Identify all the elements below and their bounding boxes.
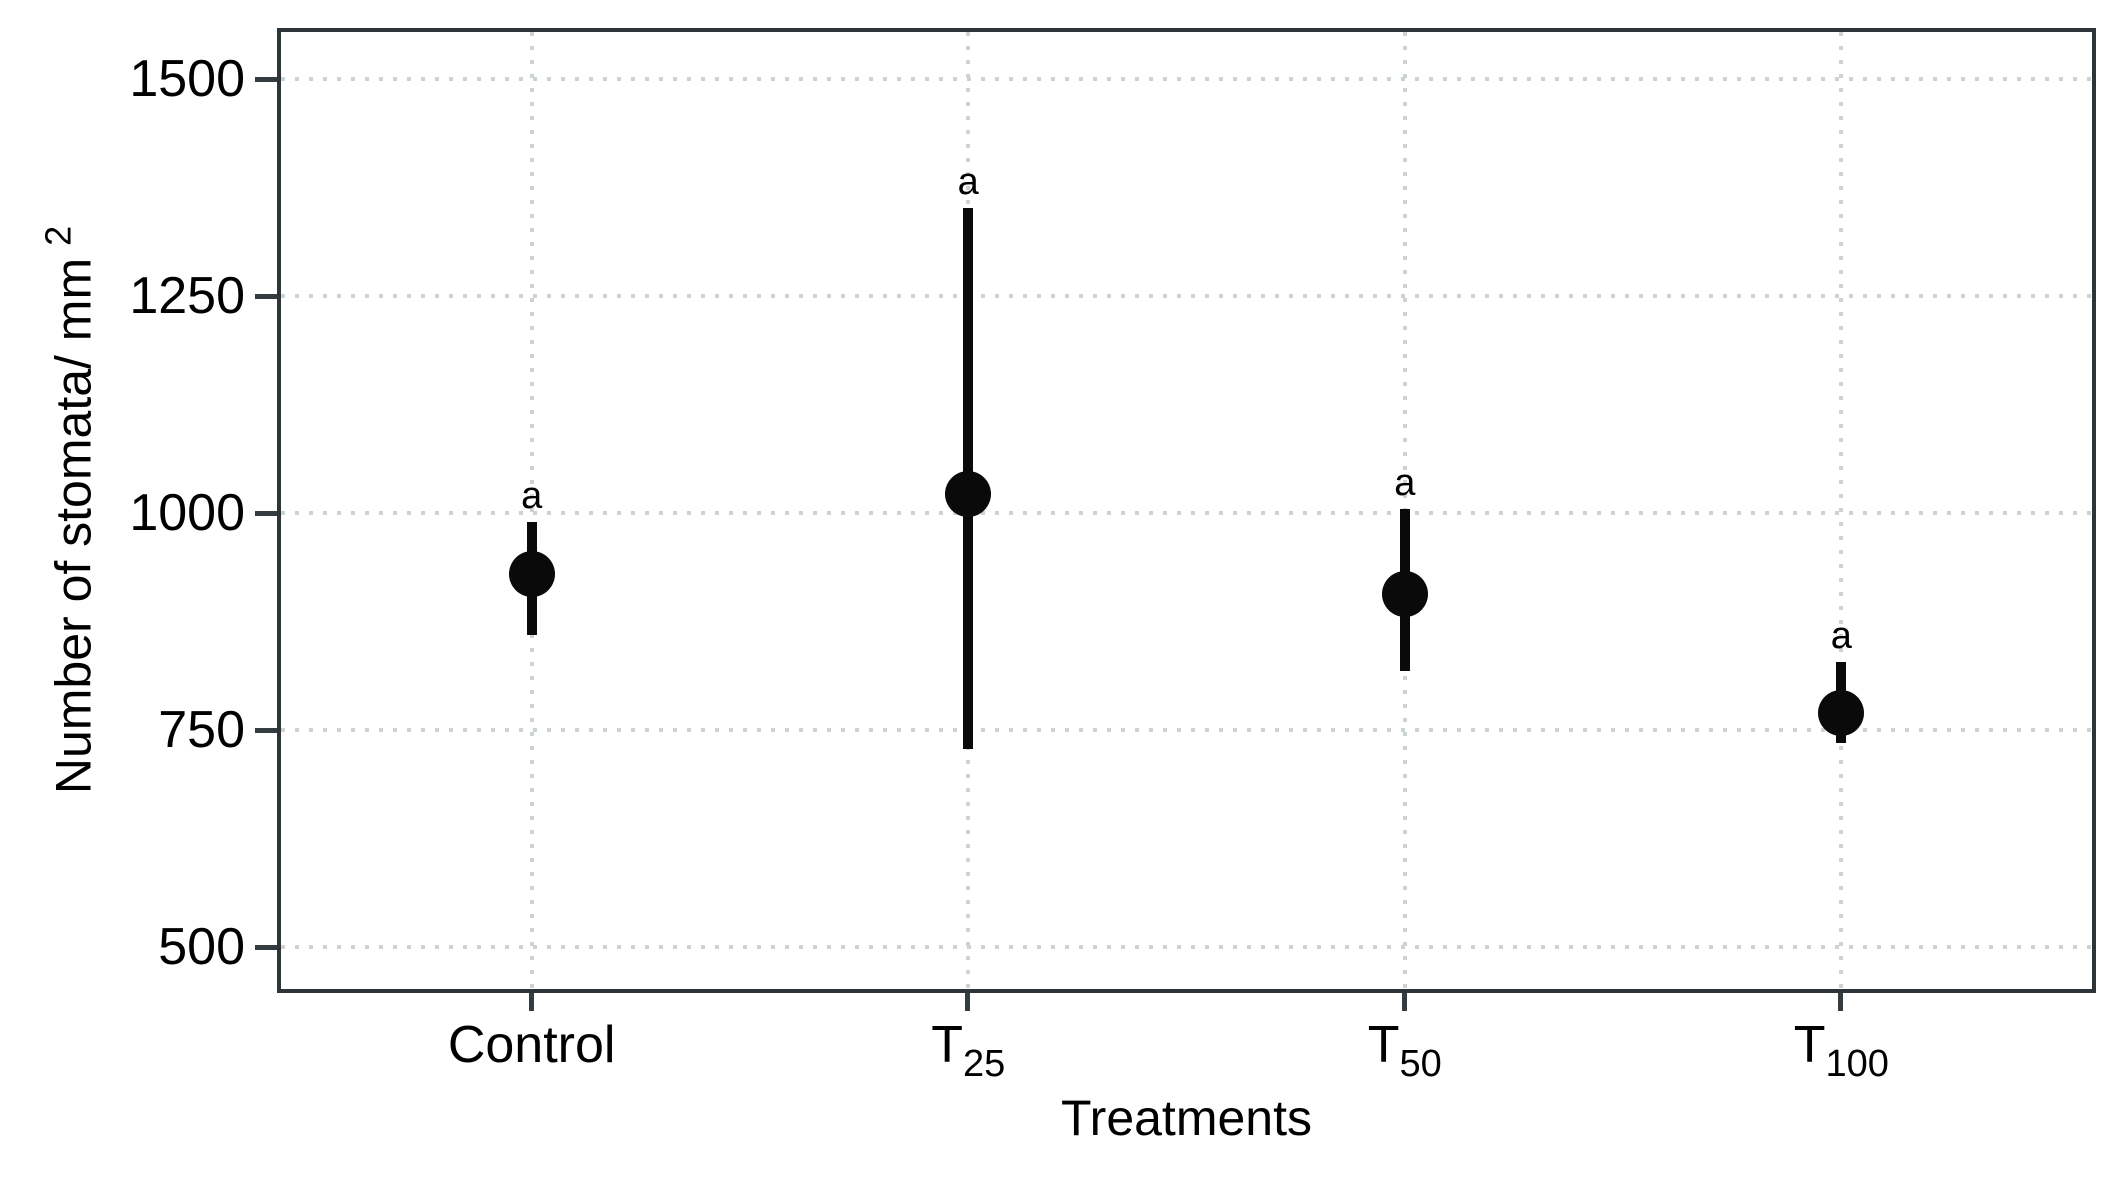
y-axis-tick-mark [255,294,277,300]
x-axis-tick-mark [965,993,971,1011]
x-axis-tick-label: Control [382,1017,682,1073]
x-axis-tick-mark [528,993,534,1011]
x-tick-label-subscript: 100 [1825,1043,1889,1085]
data-point [508,550,555,597]
y-axis-tick-label: 500 [158,918,245,976]
y-axis-tick-mark [255,945,277,950]
y-axis-tick-label: 1000 [129,484,245,543]
x-axis-tick-label: T25 [818,1017,1118,1092]
x-axis-tick-label: T100 [1691,1017,1991,1092]
gridline-vertical [1839,32,1844,989]
x-axis-tick-mark [1838,993,1844,1011]
x-tick-label-subscript: 25 [962,1043,1006,1085]
gridline-vertical [529,32,534,989]
y-axis-tick-mark [255,511,277,517]
data-point [945,471,992,517]
y-axis-tick-mark [255,728,277,734]
y-axis-tick-label: 750 [158,701,245,760]
gridline-horizontal [281,511,2092,516]
y-axis-tick-mark [255,77,277,83]
x-tick-label-subscript: 50 [1399,1043,1442,1085]
y-axis-title-superscript: 2 [37,225,79,246]
significance-letter: a [1830,615,1852,658]
significance-letter: a [957,160,979,203]
gridline-horizontal [281,728,2092,733]
data-point [1381,570,1428,617]
x-axis-tick-label: T50 [1255,1017,1555,1092]
x-tick-label-main: Control [447,1016,616,1074]
plot-panel: a a a a [277,28,2096,993]
x-tick-label-main: T [1367,1016,1400,1074]
gridline-horizontal [281,294,2092,299]
y-axis-tick-label: 1500 [129,50,245,109]
x-axis-title: Treatments [1060,1090,1312,1146]
x-tick-label-main: T [931,1016,963,1074]
data-point [1818,689,1865,736]
significance-letter: a [521,474,543,517]
y-axis-tick-label: 1250 [129,267,245,326]
gridline-horizontal [281,77,2092,82]
x-axis-tick-mark [1401,993,1407,1011]
x-tick-label-main: T [1793,1016,1826,1074]
gridline-horizontal [281,945,2092,949]
significance-letter: a [1394,461,1416,504]
